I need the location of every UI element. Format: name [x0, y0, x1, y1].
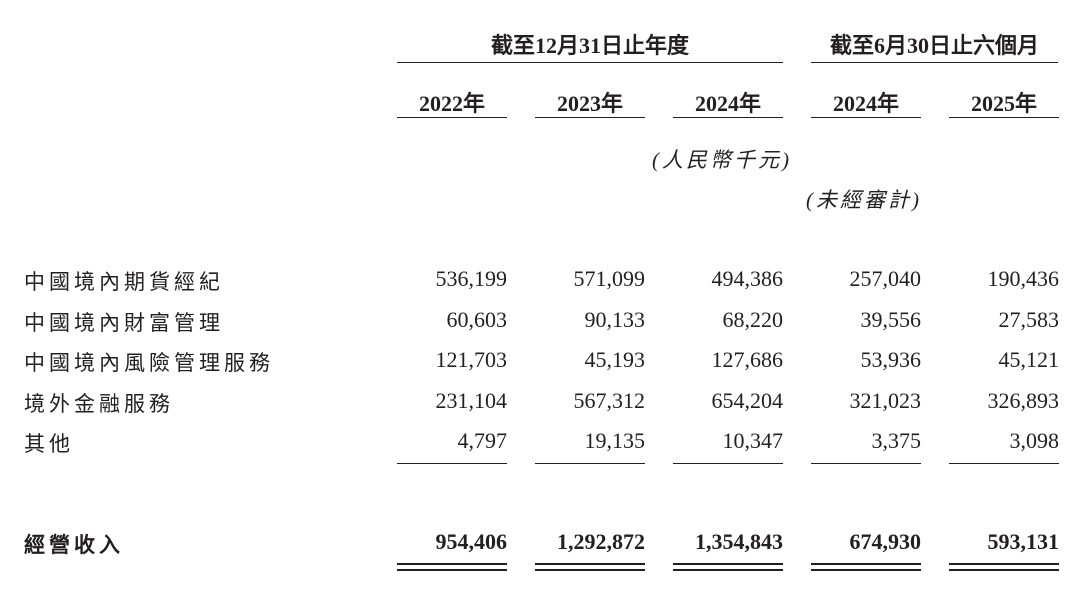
- cell-value: 326,893: [987, 388, 1060, 413]
- unaudited-note: (未經審計): [806, 188, 922, 212]
- double-underline: [673, 569, 783, 571]
- row-label: 中國境內財富管理: [24, 311, 224, 335]
- subtotal-divider: [397, 463, 507, 464]
- cell-value: 257,040: [849, 266, 922, 291]
- row-label: 其他: [24, 432, 74, 456]
- cell-value: 10,347: [722, 428, 784, 453]
- divider: [397, 117, 507, 118]
- cell-value: 53,936: [860, 347, 922, 372]
- double-underline: [949, 563, 1059, 565]
- cell-value: 45,121: [998, 347, 1060, 372]
- double-underline: [811, 569, 921, 571]
- double-underline: [535, 569, 645, 571]
- cell-value: 39,556: [860, 307, 922, 332]
- divider: [949, 117, 1059, 118]
- total-value: 1,292,872: [557, 529, 645, 554]
- subtotal-divider: [949, 463, 1059, 464]
- cell-value: 3,375: [871, 428, 922, 453]
- divider: [811, 62, 1058, 63]
- column-header-year: 2022年: [418, 91, 485, 116]
- column-header-year: 2025年: [970, 91, 1037, 116]
- double-underline: [673, 563, 783, 565]
- cell-value: 567,312: [573, 388, 646, 413]
- total-value: 954,406: [435, 529, 508, 554]
- total-label: 經營收入: [24, 533, 124, 557]
- cell-value: 231,104: [435, 388, 508, 413]
- cell-value: 321,023: [849, 388, 922, 413]
- cell-value: 60,603: [446, 307, 508, 332]
- double-underline: [535, 563, 645, 565]
- cell-value: 68,220: [722, 307, 784, 332]
- subtotal-divider: [535, 463, 645, 464]
- row-label: 境外金融服務: [24, 392, 174, 416]
- double-underline: [397, 569, 507, 571]
- row-label: 中國境內風險管理服務: [24, 351, 274, 375]
- cell-value: 19,135: [584, 428, 646, 453]
- total-value: 593,131: [987, 529, 1060, 554]
- divider: [397, 62, 783, 63]
- total-value: 674,930: [849, 529, 922, 554]
- double-underline: [811, 563, 921, 565]
- total-value: 1,354,843: [695, 529, 783, 554]
- cell-value: 571,099: [573, 266, 646, 291]
- cell-value: 127,686: [711, 347, 784, 372]
- cell-value: 90,133: [584, 307, 646, 332]
- double-underline: [397, 563, 507, 565]
- cell-value: 536,199: [435, 266, 508, 291]
- cell-value: 121,703: [435, 347, 508, 372]
- divider: [673, 117, 783, 118]
- double-underline: [949, 569, 1059, 571]
- cell-value: 494,386: [711, 266, 784, 291]
- currency-note: (人民幣千元): [652, 148, 792, 172]
- group-header-annual: 截至12月31日止年度: [490, 33, 689, 58]
- cell-value: 27,583: [998, 307, 1060, 332]
- cell-value: 45,193: [584, 347, 646, 372]
- cell-value: 190,436: [987, 266, 1060, 291]
- group-header-half-year: 截至6月30日止六個月: [829, 33, 1039, 58]
- divider: [535, 117, 645, 118]
- cell-value: 4,797: [457, 428, 508, 453]
- cell-value: 3,098: [1009, 428, 1060, 453]
- row-label: 中國境內期貨經紀: [24, 270, 224, 294]
- column-header-year: 2024年: [694, 91, 761, 116]
- column-header-year: 2024年: [832, 91, 899, 116]
- divider: [811, 117, 921, 118]
- cell-value: 654,204: [711, 388, 784, 413]
- subtotal-divider: [811, 463, 921, 464]
- column-header-year: 2023年: [556, 91, 623, 116]
- subtotal-divider: [673, 463, 783, 464]
